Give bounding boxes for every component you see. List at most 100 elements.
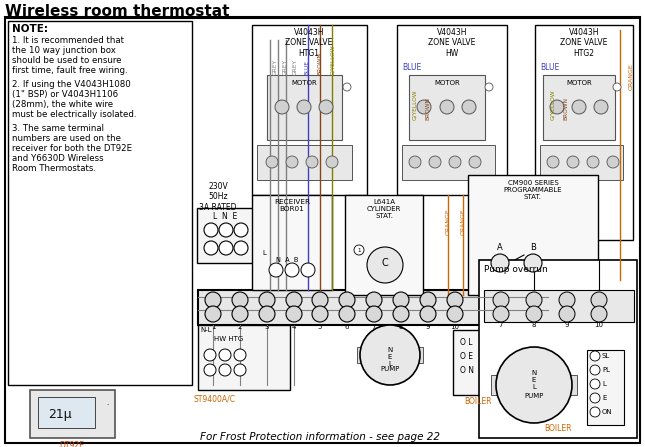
Bar xyxy=(453,330,503,395)
Text: must be electrically isolated.: must be electrically isolated. xyxy=(12,110,137,119)
Text: NOTE:: NOTE: xyxy=(12,24,48,34)
Bar xyxy=(357,347,369,363)
Text: V4043H
ZONE VALVE
HTG2: V4043H ZONE VALVE HTG2 xyxy=(561,28,608,58)
Circle shape xyxy=(524,254,542,272)
Text: 6: 6 xyxy=(344,324,349,330)
Circle shape xyxy=(360,325,420,385)
Circle shape xyxy=(306,156,318,168)
Text: O L: O L xyxy=(460,338,473,347)
Bar xyxy=(402,145,495,180)
Text: 10: 10 xyxy=(450,324,459,330)
Circle shape xyxy=(301,263,315,277)
Text: G/YELLOW: G/YELLOW xyxy=(330,45,335,75)
Text: V4043H
ZONE VALVE
HW: V4043H ZONE VALVE HW xyxy=(428,28,476,58)
Circle shape xyxy=(205,292,221,308)
Circle shape xyxy=(526,292,542,308)
Circle shape xyxy=(319,100,333,114)
Circle shape xyxy=(286,292,302,308)
Bar xyxy=(587,350,624,425)
Circle shape xyxy=(354,245,364,255)
Text: HW HTG: HW HTG xyxy=(214,336,243,342)
Bar xyxy=(540,145,623,180)
Text: BROWN: BROWN xyxy=(564,97,568,120)
Bar xyxy=(345,195,423,295)
Circle shape xyxy=(590,365,600,375)
Text: 8: 8 xyxy=(399,324,403,330)
Circle shape xyxy=(366,306,382,322)
Bar xyxy=(197,208,254,263)
Bar xyxy=(543,75,615,140)
Text: N
E
L: N E L xyxy=(531,370,537,390)
Circle shape xyxy=(559,292,575,308)
Text: ST9400A/C: ST9400A/C xyxy=(193,395,235,404)
Text: Room Thermostats.: Room Thermostats. xyxy=(12,164,96,173)
Circle shape xyxy=(234,364,246,376)
Text: and Y6630D Wireless: and Y6630D Wireless xyxy=(12,154,104,163)
Text: G/YELLOW: G/YELLOW xyxy=(550,89,555,120)
Text: BLUE: BLUE xyxy=(402,63,421,72)
Text: PUMP: PUMP xyxy=(381,366,400,372)
Circle shape xyxy=(286,156,298,168)
Circle shape xyxy=(366,292,382,308)
Circle shape xyxy=(590,393,600,403)
Circle shape xyxy=(266,156,278,168)
Circle shape xyxy=(613,83,621,91)
Text: (1" BSP) or V4043H1106: (1" BSP) or V4043H1106 xyxy=(12,90,118,99)
Circle shape xyxy=(409,156,421,168)
Text: 5: 5 xyxy=(318,324,322,330)
Text: first time, fault free wiring.: first time, fault free wiring. xyxy=(12,66,128,75)
Circle shape xyxy=(547,156,559,168)
Text: ORANGE: ORANGE xyxy=(461,208,466,235)
Text: BROWN: BROWN xyxy=(317,52,322,75)
Circle shape xyxy=(286,306,302,322)
Circle shape xyxy=(420,292,436,308)
Circle shape xyxy=(496,347,572,423)
Bar xyxy=(198,290,548,325)
Bar xyxy=(38,397,95,428)
Text: L: L xyxy=(602,381,606,387)
Bar xyxy=(198,325,290,390)
Circle shape xyxy=(339,306,355,322)
Text: 2. If using the V4043H1080: 2. If using the V4043H1080 xyxy=(12,80,131,89)
Text: L: L xyxy=(262,250,266,256)
Circle shape xyxy=(285,263,299,277)
Text: 7: 7 xyxy=(372,324,376,330)
Circle shape xyxy=(204,223,218,237)
Circle shape xyxy=(590,379,600,389)
Text: A: A xyxy=(497,243,503,252)
Bar xyxy=(491,375,507,395)
Text: 1: 1 xyxy=(357,248,361,253)
Bar xyxy=(411,347,423,363)
Circle shape xyxy=(447,306,463,322)
Circle shape xyxy=(275,100,289,114)
Text: 4: 4 xyxy=(292,324,296,330)
Text: CM900 SERIES
PROGRAMMABLE
STAT.: CM900 SERIES PROGRAMMABLE STAT. xyxy=(504,180,562,200)
Circle shape xyxy=(205,306,221,322)
Text: 9: 9 xyxy=(426,324,430,330)
Text: MOTOR: MOTOR xyxy=(291,80,317,86)
Circle shape xyxy=(204,349,216,361)
Circle shape xyxy=(417,100,431,114)
Bar xyxy=(468,175,598,295)
Circle shape xyxy=(204,241,218,255)
Text: For Frost Protection information - see page 22: For Frost Protection information - see p… xyxy=(200,432,440,442)
Circle shape xyxy=(607,156,619,168)
Text: Wireless room thermostat: Wireless room thermostat xyxy=(5,4,230,19)
Text: .: . xyxy=(106,400,108,406)
Text: 2: 2 xyxy=(238,324,242,330)
Circle shape xyxy=(312,306,328,322)
Circle shape xyxy=(493,292,509,308)
Text: L  N  E: L N E xyxy=(213,212,237,221)
Text: B: B xyxy=(530,243,536,252)
Text: GREY: GREY xyxy=(272,59,277,75)
Circle shape xyxy=(393,292,409,308)
Text: 3: 3 xyxy=(264,324,269,330)
Text: N  A  B: N A B xyxy=(276,257,298,263)
Circle shape xyxy=(219,223,233,237)
Text: receiver for both the DT92E: receiver for both the DT92E xyxy=(12,144,132,153)
Circle shape xyxy=(440,100,454,114)
Circle shape xyxy=(591,306,607,322)
Text: 1: 1 xyxy=(211,324,215,330)
Text: 21µ: 21µ xyxy=(48,408,72,421)
Circle shape xyxy=(339,292,355,308)
